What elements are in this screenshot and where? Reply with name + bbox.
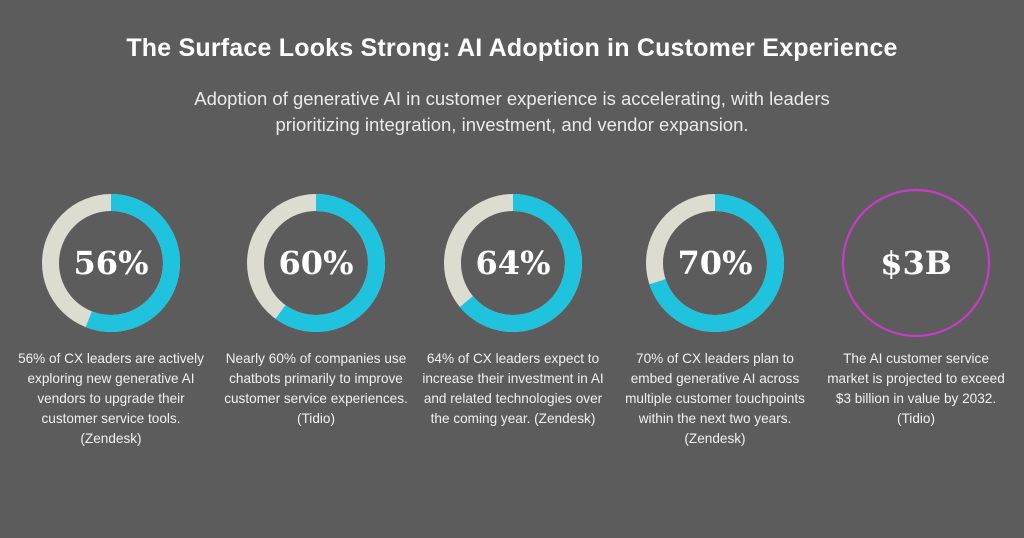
donut-svg	[247, 194, 385, 332]
donut-svg	[42, 194, 180, 332]
money-ring-svg	[841, 188, 991, 338]
stat-description: Nearly 60% of companies use chatbots pri…	[224, 351, 408, 426]
stat-description: 64% of CX leaders expect to increase the…	[422, 351, 604, 426]
stat-description: 70% of CX leaders plan to embed generati…	[625, 351, 805, 446]
stat-value: $3B	[880, 244, 952, 282]
donut-arc	[275, 194, 385, 332]
stat-card: 64% 64% of CX leaders expect to increase…	[418, 188, 608, 429]
donut-chart: 56%	[36, 188, 186, 338]
donut-chart: 70%	[640, 188, 790, 338]
donut-chart: 60%	[241, 188, 391, 338]
donut-arc	[459, 194, 582, 332]
stat-description: The AI customer service market is projec…	[827, 351, 1005, 426]
stat-card: 56% 56% of CX leaders are actively explo…	[16, 188, 206, 449]
stat-value: 56%	[73, 244, 149, 282]
page-subtitle: Adoption of generative AI in customer ex…	[194, 88, 830, 135]
stat-value: 64%	[475, 244, 551, 282]
donut-arc	[649, 194, 784, 332]
money-ring: $3B	[841, 188, 991, 338]
donut-svg	[444, 194, 582, 332]
stat-card: 60% Nearly 60% of companies use chatbots…	[221, 188, 411, 429]
stat-value: 70%	[677, 244, 753, 282]
donut-svg	[646, 194, 784, 332]
stat-value: 60%	[278, 244, 354, 282]
page-title: The Surface Looks Strong: AI Adoption in…	[126, 34, 898, 62]
money-ring-circle	[841, 188, 991, 338]
stat-description: 56% of CX leaders are actively exploring…	[18, 351, 204, 446]
donut-chart: 64%	[438, 188, 588, 338]
stat-card: 70% 70% of CX leaders plan to embed gene…	[620, 188, 810, 449]
stat-card: $3B The AI customer service market is pr…	[821, 188, 1011, 429]
donut-arc	[85, 194, 180, 332]
